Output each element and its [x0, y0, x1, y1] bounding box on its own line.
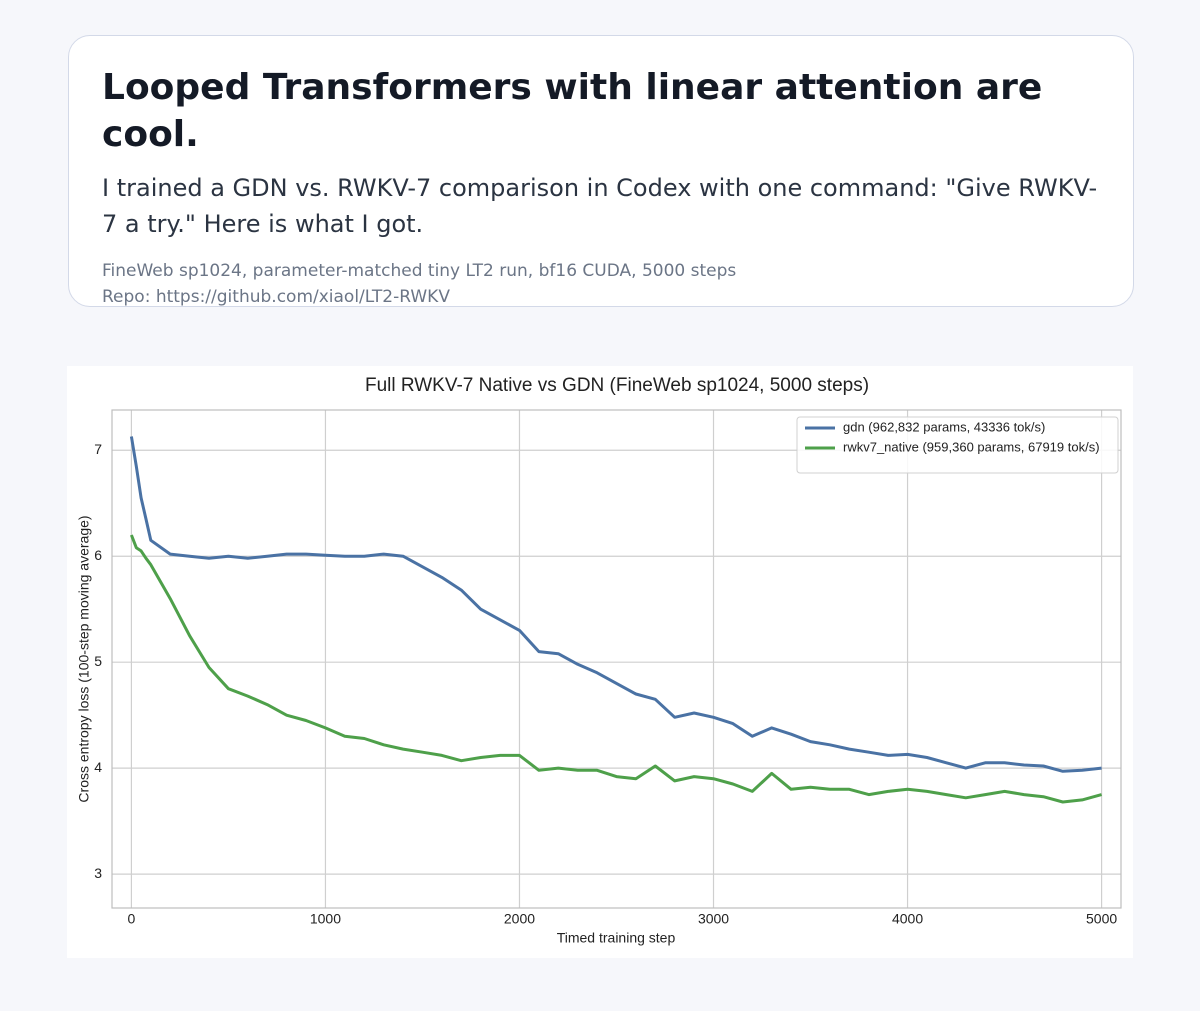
y-tick-label: 4: [94, 759, 102, 775]
chart: Full RWKV-7 Native vs GDN (FineWeb sp102…: [67, 366, 1133, 958]
y-tick-label: 6: [94, 547, 102, 563]
header-card: Looped Transformers with linear attentio…: [68, 35, 1134, 307]
legend-box: [796, 416, 1119, 474]
title: Looped Transformers with linear attentio…: [102, 67, 1043, 155]
y-tick-label: 3: [94, 865, 102, 881]
meta-line: Repo: https://github.com/xiaol/LT2-RWKV: [102, 287, 450, 307]
meta: FineWeb sp1024, parameter-matched tiny L…: [102, 258, 1100, 310]
meta-line: FineWeb sp1024, parameter-matched tiny L…: [102, 261, 737, 281]
x-axis-label: Timed training step: [557, 930, 676, 946]
x-tick-label: 4000: [892, 911, 923, 927]
chart-title: Full RWKV-7 Native vs GDN (FineWeb sp102…: [365, 375, 869, 396]
series-line: [129, 436, 1102, 773]
series-line: [130, 534, 1102, 804]
y-tick-label: 5: [94, 653, 102, 669]
x-tick-label: 2000: [504, 911, 535, 927]
x-tick-label: 0: [128, 911, 136, 927]
legend-label: rwkv7_native (959,360 params, 67919 tok/…: [843, 439, 1100, 454]
plot-frame: [111, 409, 1122, 909]
subtitle: I trained a GDN vs. RWKV-7 comparison in…: [102, 174, 1098, 238]
y-axis-label: Cross entropy loss (100-step moving aver…: [76, 515, 92, 802]
x-tick-label: 3000: [698, 911, 729, 927]
y-tick-label: 7: [94, 441, 102, 457]
x-tick-label: 5000: [1086, 911, 1117, 927]
x-tick-label: 1000: [310, 911, 341, 927]
legend-label: gdn (962,832 params, 43336 tok/s): [843, 419, 1045, 434]
